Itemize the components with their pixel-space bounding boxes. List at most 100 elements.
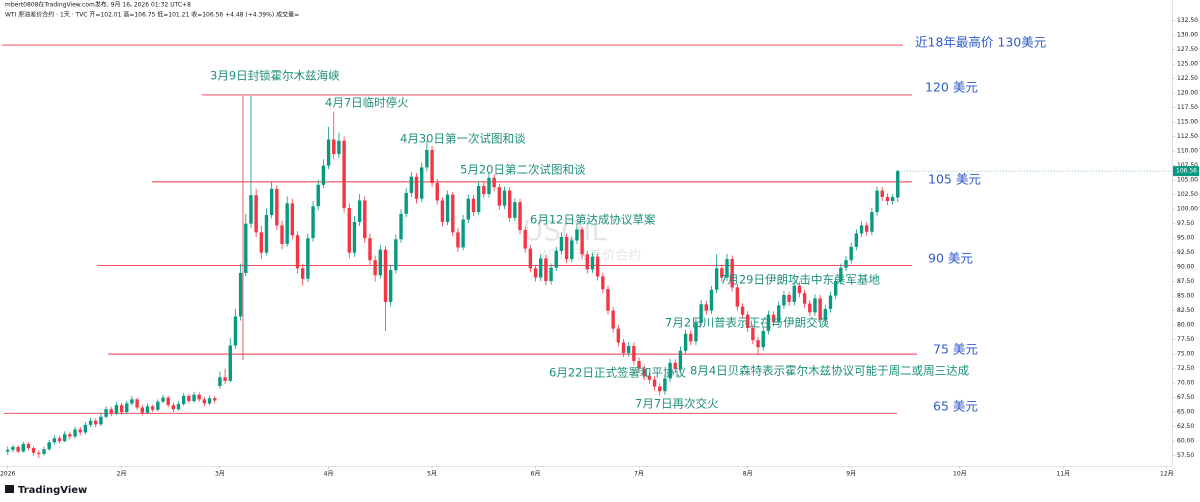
candle-body: [637, 361, 641, 369]
candle-body: [896, 171, 900, 198]
candle-body: [771, 314, 776, 323]
candle-body: [357, 200, 362, 222]
candle-body: [507, 190, 512, 218]
candle-body: [528, 248, 533, 269]
candle-body: [295, 235, 300, 269]
brand-logo: TradingView: [5, 485, 87, 496]
candle-body: [197, 394, 201, 400]
x-tick-label: 2026: [0, 471, 15, 478]
brand-text: TradingView: [18, 485, 87, 496]
candle-body: [16, 446, 20, 452]
candle-body: [828, 295, 833, 309]
candle-body: [745, 314, 750, 329]
y-tick-label: 110.00: [1177, 148, 1198, 155]
x-tick-label: 11月: [1057, 471, 1071, 478]
last-price-box: [1173, 166, 1199, 177]
x-tick-label: 7月: [634, 471, 644, 478]
x-tick-label: 6月: [531, 471, 541, 478]
candle-body: [751, 328, 755, 341]
candle-body: [171, 405, 176, 410]
candle-body: [890, 197, 895, 202]
candle-body: [130, 399, 134, 404]
candle-body: [523, 230, 527, 249]
level-label: 90 美元: [928, 251, 973, 266]
candle-body: [725, 259, 729, 278]
candle-body: [756, 340, 760, 348]
candle-body: [399, 213, 403, 240]
y-tick-label: 82.50: [1177, 307, 1194, 314]
annotation: 6月22日正式签署和平协议: [549, 366, 686, 380]
y-tick-label: 87.50: [1177, 278, 1194, 285]
candle-body: [787, 294, 791, 302]
x-tick-label: 5月: [427, 471, 437, 478]
candle-body: [575, 229, 579, 241]
candle-body: [585, 254, 589, 270]
candle-body: [321, 165, 326, 185]
candle-body: [228, 345, 232, 381]
y-tick-label: 120.00: [1177, 90, 1198, 97]
y-tick-label: 67.50: [1177, 394, 1194, 401]
candle-body: [373, 260, 377, 276]
candle-body: [885, 196, 890, 202]
y-tick-label: 90.00: [1177, 264, 1194, 271]
candle-body: [849, 246, 853, 261]
y-tick-label: 62.50: [1177, 423, 1194, 430]
candle-body: [104, 409, 108, 417]
annotation: 4月30日第一次试图和谈: [400, 132, 526, 146]
candle-body: [109, 409, 113, 414]
candle-body: [502, 190, 507, 206]
candle-body: [761, 330, 765, 348]
candle-body: [720, 268, 724, 278]
level-label: 近18年最高价 130美元: [915, 35, 1046, 50]
candle-body: [802, 293, 807, 304]
candle-body: [26, 444, 31, 449]
candle-body: [223, 377, 227, 381]
candle-body: [192, 394, 196, 402]
candle-body: [156, 401, 160, 410]
candle-body: [813, 298, 817, 313]
x-tick-label: 3月: [215, 471, 225, 478]
candle-body: [280, 225, 284, 244]
level-label: 65 美元: [933, 399, 978, 414]
candle-body: [595, 256, 600, 277]
candle-body: [792, 285, 796, 302]
candle-body: [363, 200, 367, 239]
candle-body: [249, 195, 253, 224]
candle-body: [181, 395, 186, 405]
candle-body: [730, 259, 734, 288]
candle-body: [306, 238, 310, 279]
annotation: 8月4日贝森特表示霍尔木兹协议可能于周二或周三达成: [690, 364, 970, 378]
candle-body: [673, 362, 677, 370]
candle-body: [114, 405, 119, 414]
candle-body: [311, 206, 315, 239]
candle-body: [875, 190, 879, 213]
candle-body: [52, 438, 57, 443]
candle-body: [466, 198, 470, 220]
candle-body: [285, 203, 289, 244]
y-tick-label: 77.50: [1177, 336, 1194, 343]
x-tick-label: 12月: [1160, 471, 1174, 478]
y-tick-label: 127.50: [1177, 46, 1198, 53]
candle-body: [425, 149, 429, 168]
candle-body: [264, 214, 269, 253]
candle-body: [119, 405, 124, 413]
candle-body: [482, 185, 486, 195]
candle-body: [797, 285, 802, 294]
candle-body: [347, 207, 351, 253]
candle-body: [544, 258, 548, 282]
y-tick-label: 72.50: [1177, 365, 1194, 372]
y-tick-label: 130.00: [1177, 32, 1198, 39]
y-tick-label: 102.50: [1177, 191, 1198, 198]
candle-body: [404, 192, 408, 214]
x-tick-label: 2月: [117, 471, 127, 478]
x-tick-label: 10月: [953, 471, 967, 478]
candle-body: [823, 308, 828, 320]
candle-body: [445, 194, 450, 222]
candle-body: [176, 404, 181, 410]
candle-body: [663, 378, 667, 392]
candle-body: [694, 322, 698, 342]
candle-body: [870, 212, 874, 232]
logo-mark: [5, 485, 14, 493]
candle-body: [456, 232, 460, 248]
